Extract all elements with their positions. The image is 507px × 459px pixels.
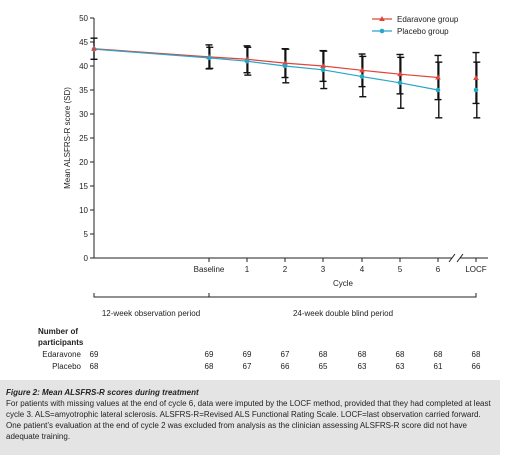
participants-count: 63: [396, 362, 405, 371]
legend-label: Edaravone group: [397, 15, 459, 24]
participants-count: 68: [319, 350, 328, 359]
participants-count: 68: [205, 362, 214, 371]
y-tick-label: 0: [84, 254, 89, 263]
x-tick-label: 1: [245, 265, 250, 274]
participants-count: 67: [243, 362, 252, 371]
marker-circle: [397, 80, 403, 86]
period-brackets: 12-week observation period 24-week double…: [93, 293, 477, 318]
y-tick-label: 5: [84, 230, 89, 239]
participants-count: 63: [358, 362, 367, 371]
y-tick-label: 40: [79, 62, 88, 71]
participants-count: 66: [281, 362, 290, 371]
x-tick-label: Baseline: [194, 265, 225, 274]
y-tick-label: 25: [79, 134, 88, 143]
marker-circle: [320, 67, 326, 73]
participants-header-line1: Number of: [38, 327, 78, 336]
marker-triangle: [320, 63, 326, 68]
participants-row-label: Placebo: [52, 362, 81, 371]
marker-triangle: [91, 45, 97, 51]
participants-table: Number of participants Edaravone 69 69 69 67 68…: [38, 327, 481, 371]
error-bars: [90, 37, 481, 119]
participants-count: 66: [472, 362, 481, 371]
participants-count: 68: [434, 350, 443, 359]
marker-circle: [473, 87, 479, 93]
participants-header-line2: participants: [38, 338, 84, 347]
caption-title: Figure 2: Mean ALSFRS-R scores during tr…: [6, 388, 199, 397]
participants-count: 68: [472, 350, 481, 359]
legend: Edaravone group Placebo group: [372, 15, 459, 36]
marker-triangle: [435, 74, 441, 80]
marker-circle: [282, 63, 288, 69]
participants-row-label: Edaravone: [42, 350, 81, 359]
participants-count: 65: [319, 362, 328, 371]
double-blind-period-bracket: [209, 293, 477, 298]
caption-body: For patients with missing values at the …: [6, 399, 491, 441]
marker-circle: [435, 87, 441, 93]
marker-circle: [244, 58, 250, 64]
x-tick-label: 2: [283, 265, 288, 274]
marker-triangle: [282, 60, 288, 66]
y-tick-label: 15: [79, 182, 88, 191]
legend-label: Placebo group: [397, 27, 449, 36]
figure-caption: Figure 2: Mean ALSFRS-R scores during tr…: [0, 380, 500, 455]
marker-circle: [359, 74, 365, 79]
participants-count: 69: [205, 350, 214, 359]
participants-count: 67: [281, 350, 290, 359]
y-tick-label: 35: [79, 86, 88, 95]
series-markers: [91, 16, 479, 93]
participants-count: 68: [396, 350, 405, 359]
participants-count: 68: [90, 362, 99, 371]
participants-count: 69: [243, 350, 252, 359]
x-tick-label: LOCF: [465, 265, 486, 274]
x-tick-label: 4: [360, 265, 365, 274]
observation-period-label: 12-week observation period: [102, 309, 200, 318]
double-blind-period-label: 24-week double blind period: [293, 309, 393, 318]
y-tick-label: 20: [79, 158, 88, 167]
axis-break-mark: [456, 253, 464, 263]
participants-count: 68: [358, 350, 367, 359]
x-axis-title: Cycle: [333, 279, 354, 288]
participants-count: 69: [90, 350, 99, 359]
axis-break-mark: [448, 253, 456, 263]
x-tick-label: 5: [398, 265, 403, 274]
marker-circle: [206, 55, 212, 61]
participants-count: 61: [434, 362, 443, 371]
series-lines: [93, 48, 439, 91]
series-line-placebo: [93, 48, 439, 91]
y-tick-label: 45: [79, 38, 88, 47]
y-tick-label: 30: [79, 110, 88, 119]
observation-period-bracket: [93, 293, 210, 298]
marker-triangle: [473, 75, 479, 80]
y-tick-label: 50: [79, 14, 88, 23]
marker-triangle: [397, 71, 403, 77]
marker-triangle: [359, 67, 365, 73]
y-tick-label: 10: [79, 206, 88, 215]
x-tick-label: 3: [321, 265, 326, 274]
y-axis-title: Mean ALSFRS-R score (SD): [63, 87, 72, 189]
x-tick-label: 6: [436, 265, 441, 274]
series-line-edaravone: [93, 48, 439, 79]
